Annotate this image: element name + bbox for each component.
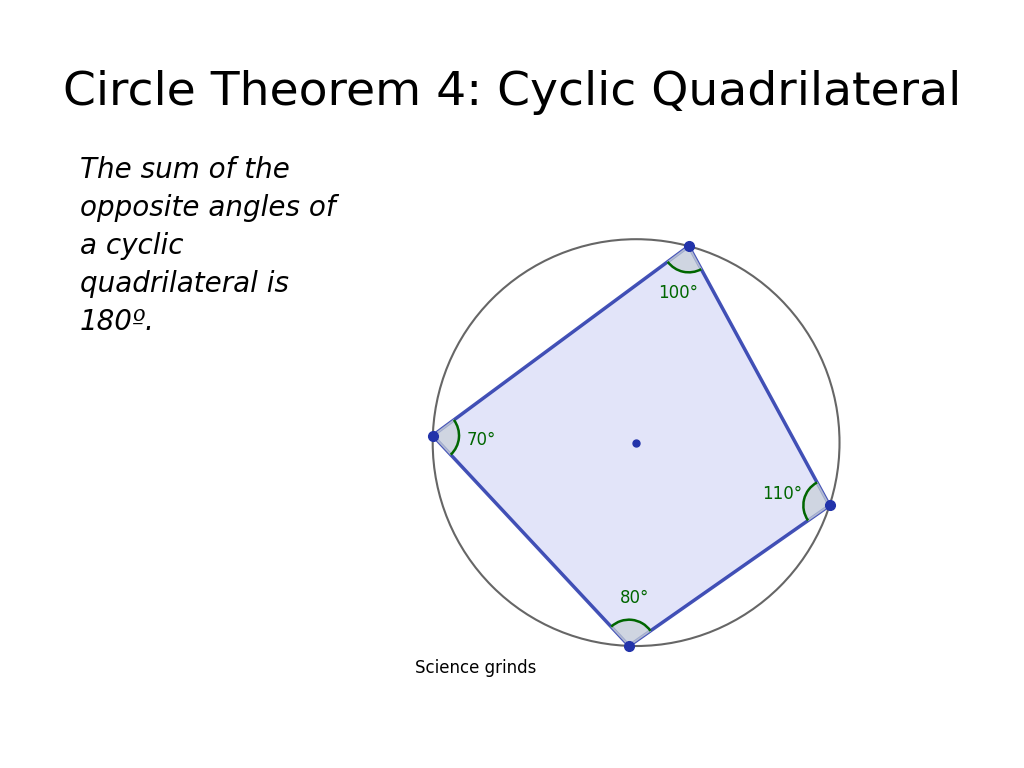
Text: Science grinds: Science grinds [415,659,536,677]
Polygon shape [433,246,829,646]
Polygon shape [668,246,701,273]
Text: The sum of the
opposite angles of
a cyclic
quadrilateral is
180º.: The sum of the opposite angles of a cycl… [80,157,336,336]
Polygon shape [804,482,829,521]
Text: 110°: 110° [762,485,803,503]
Text: Circle Theorem 4: Cyclic Quadrilateral: Circle Theorem 4: Cyclic Quadrilateral [62,70,962,115]
Polygon shape [611,620,650,646]
Polygon shape [433,420,459,455]
Text: 70°: 70° [466,431,496,449]
Text: 100°: 100° [658,284,698,303]
Text: 80°: 80° [620,589,649,607]
